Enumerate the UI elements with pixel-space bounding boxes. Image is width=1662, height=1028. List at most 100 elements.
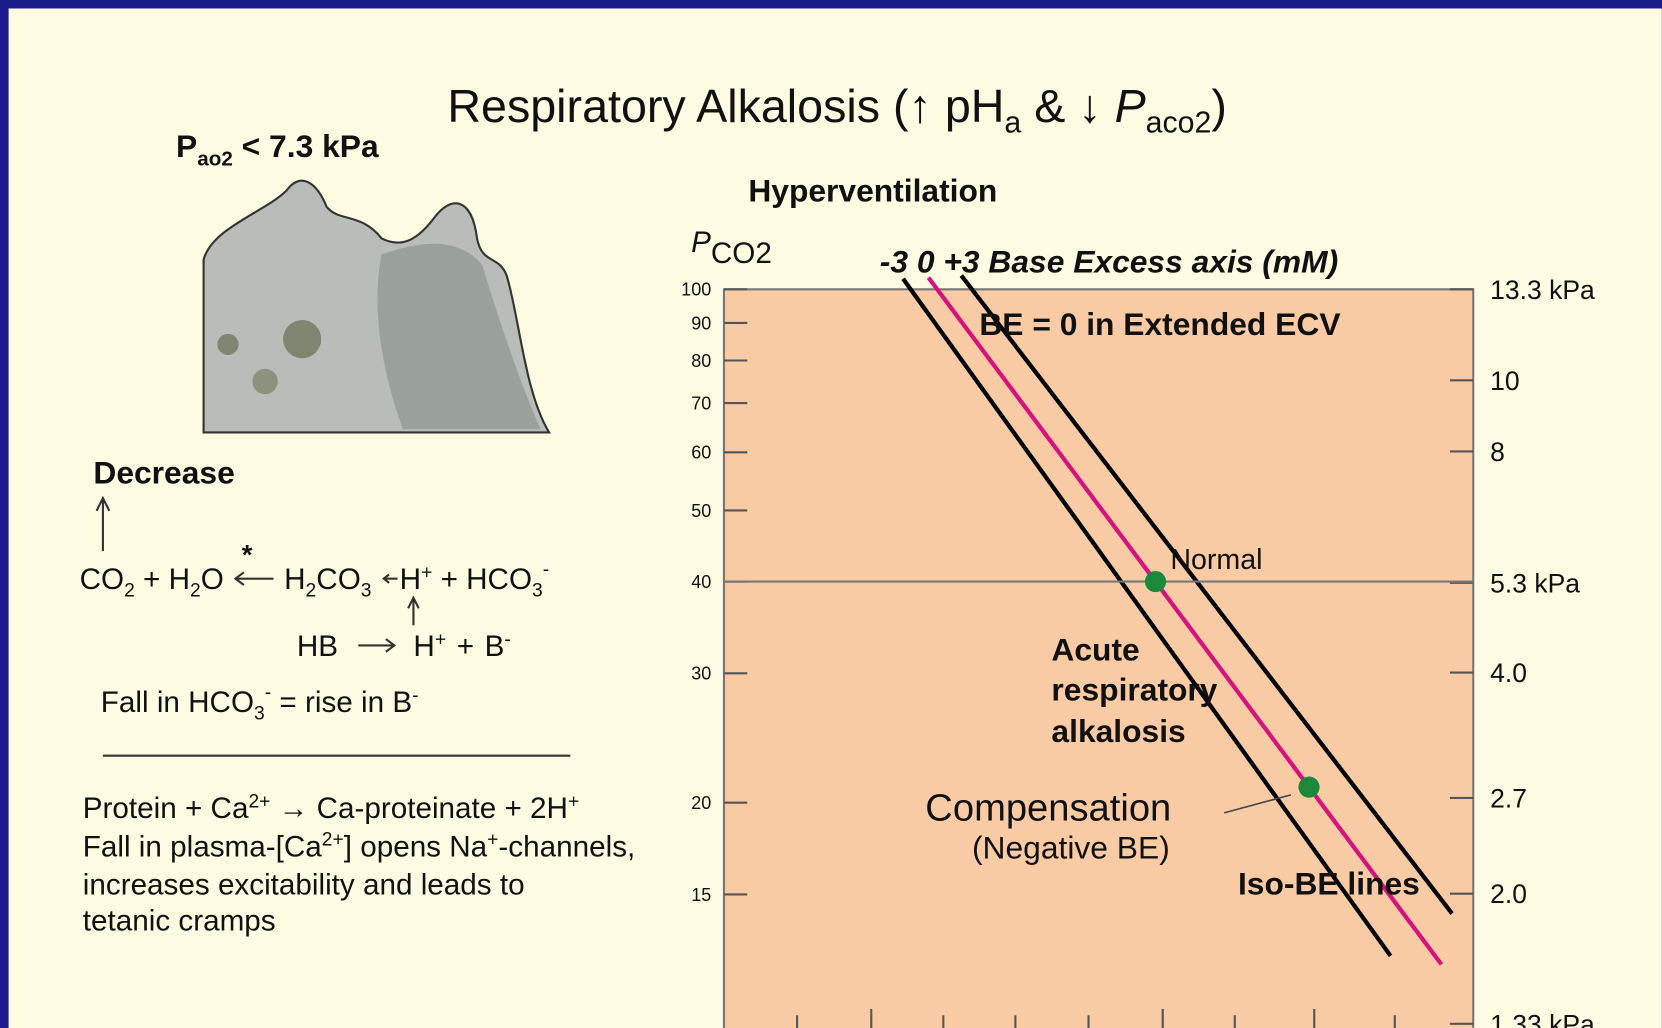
text-part: O — [201, 563, 224, 596]
y-axis-label: PCO2 — [691, 226, 772, 270]
text-part: = rise in B — [271, 686, 412, 719]
tissue-spot — [283, 320, 322, 359]
y-tick-label: 90 — [691, 313, 711, 333]
fall-text: Fall in HCO3- = rise in B- — [101, 682, 419, 724]
text-part: H — [400, 563, 421, 596]
equation-1: CO2 + H2O — [80, 563, 224, 601]
decrease-label: Decrease — [93, 454, 234, 490]
text-part: 3 — [254, 704, 265, 725]
text-part: → Ca-proteinate + 2H — [270, 792, 568, 825]
y-tick-label: 100 — [681, 280, 711, 300]
iso-be-line — [959, 274, 1454, 915]
y2-tick-label: 10 — [1490, 366, 1519, 396]
pointer — [1223, 794, 1292, 814]
text-part: - — [265, 682, 271, 703]
y2-tick-label: 13.3 kPa — [1490, 275, 1595, 305]
text-part: 2+ — [322, 830, 344, 851]
pao2-label: Pao2 < 7.3 kPa — [176, 128, 379, 170]
text-part: HB — [297, 630, 338, 663]
iso-be-lines — [901, 274, 1454, 966]
asterisk: * — [242, 539, 253, 570]
text-part: H — [284, 563, 305, 596]
be-zero-label: BE = 0 in Extended ECV — [979, 306, 1340, 342]
text-part: ao2 — [197, 147, 233, 170]
point — [1298, 776, 1320, 798]
y-tick-label: 20 — [691, 793, 711, 813]
acute-label: respiratory — [1051, 672, 1217, 708]
text-part: + — [457, 630, 474, 663]
y2-tick-label: 8 — [1490, 437, 1505, 467]
chart-title: Hyperventilation — [748, 172, 997, 208]
text-part: 3 — [532, 581, 543, 602]
arrow-head — [95, 495, 111, 512]
text-part: + H — [135, 563, 190, 596]
text-part: P — [176, 128, 197, 164]
protein-text: Protein + Ca2+ → Ca-proteinate + 2H+ — [83, 792, 579, 826]
text-part: + — [487, 830, 498, 851]
equation-1b: H2CO3 — [284, 563, 371, 601]
tissue-spot — [217, 333, 239, 356]
text-part: + — [435, 629, 446, 650]
text-part: ] opens Na — [344, 830, 488, 863]
y2-tick-label: 1.33 kPa — [1490, 1009, 1595, 1028]
plasma-text: Fall in plasma-[Ca2+] opens Na+-channels… — [83, 830, 635, 864]
slide-title: Respiratory Alkalosis (↑ pHa & ↓ Paco2) — [447, 80, 1227, 140]
text-part: CO — [80, 563, 124, 596]
y-tick-label: 50 — [691, 501, 711, 521]
point-label: Normal — [1170, 544, 1262, 576]
y-tick-label: 60 — [691, 443, 711, 463]
arrow-head — [233, 571, 245, 586]
point — [1144, 570, 1167, 593]
equation-1c: H+ + HCO3- — [400, 559, 550, 601]
title-part: P — [1115, 80, 1146, 132]
y-tick-label: 80 — [691, 351, 711, 371]
chart: 100 90 80 70 60 50 40 30 20 15 13.3 kPa 10 8 5.3 kPa 4… — [681, 275, 1595, 1028]
plot-area — [722, 288, 1475, 1028]
tissue-shade — [377, 243, 541, 430]
text-part: 3 — [361, 581, 372, 602]
text-part: P — [691, 226, 711, 259]
text-part: Fall in HCO — [101, 686, 254, 719]
text-part: 2+ — [248, 792, 270, 813]
text-part: 2 — [124, 581, 135, 602]
text-part: - — [504, 629, 510, 650]
tissue-spot — [252, 368, 278, 395]
text-part: < 7.3 kPa — [233, 128, 379, 164]
acute-label: Acute — [1051, 631, 1139, 667]
arrow-head — [407, 595, 420, 609]
text-part: + — [421, 563, 432, 584]
compensation-label: (Negative BE) — [972, 829, 1170, 865]
arrow-head — [385, 638, 397, 653]
y2-tick-label: 2.7 — [1490, 783, 1527, 813]
y2-tick-label: 4.0 — [1490, 658, 1527, 688]
text-part: CO2 — [711, 237, 772, 270]
equation-2b: H+ + B- — [413, 629, 510, 663]
acute-label: alkalosis — [1051, 713, 1185, 749]
text-part: CO — [316, 563, 360, 596]
arrow-head — [382, 573, 390, 584]
body-text: tetanic cramps — [83, 904, 276, 937]
text-part: Fall in plasma-[Ca — [83, 830, 322, 863]
text-part: + — [568, 792, 579, 813]
text-part: H — [413, 630, 434, 663]
y-tick-label: 30 — [691, 664, 711, 684]
text-part: + HCO — [432, 563, 532, 596]
text-part: Protein + Ca — [83, 792, 249, 825]
iso-be-line — [926, 276, 1444, 966]
compensation-label: Compensation — [925, 786, 1171, 829]
be-axis-label: -3 0 +3 Base Excess axis (mM) — [880, 243, 1338, 279]
title-part: & ↓ — [1021, 80, 1114, 132]
title-part: ) — [1211, 80, 1227, 132]
text-part: B — [485, 630, 505, 663]
y2-tick-label: 2.0 — [1490, 879, 1527, 909]
text-part: - — [543, 559, 549, 580]
text-part: 2 — [306, 581, 317, 602]
text-part: - — [412, 686, 418, 707]
equation-2: HB — [297, 630, 338, 663]
iso-label: Iso-BE lines — [1238, 865, 1420, 901]
iso-be-line — [901, 277, 1393, 958]
y2-tick-label: 5.3 kPa — [1490, 568, 1580, 598]
body-text: increases excitability and leads to — [83, 868, 525, 901]
y-tick-label: 40 — [691, 572, 711, 592]
title-part: aco2 — [1146, 106, 1212, 139]
